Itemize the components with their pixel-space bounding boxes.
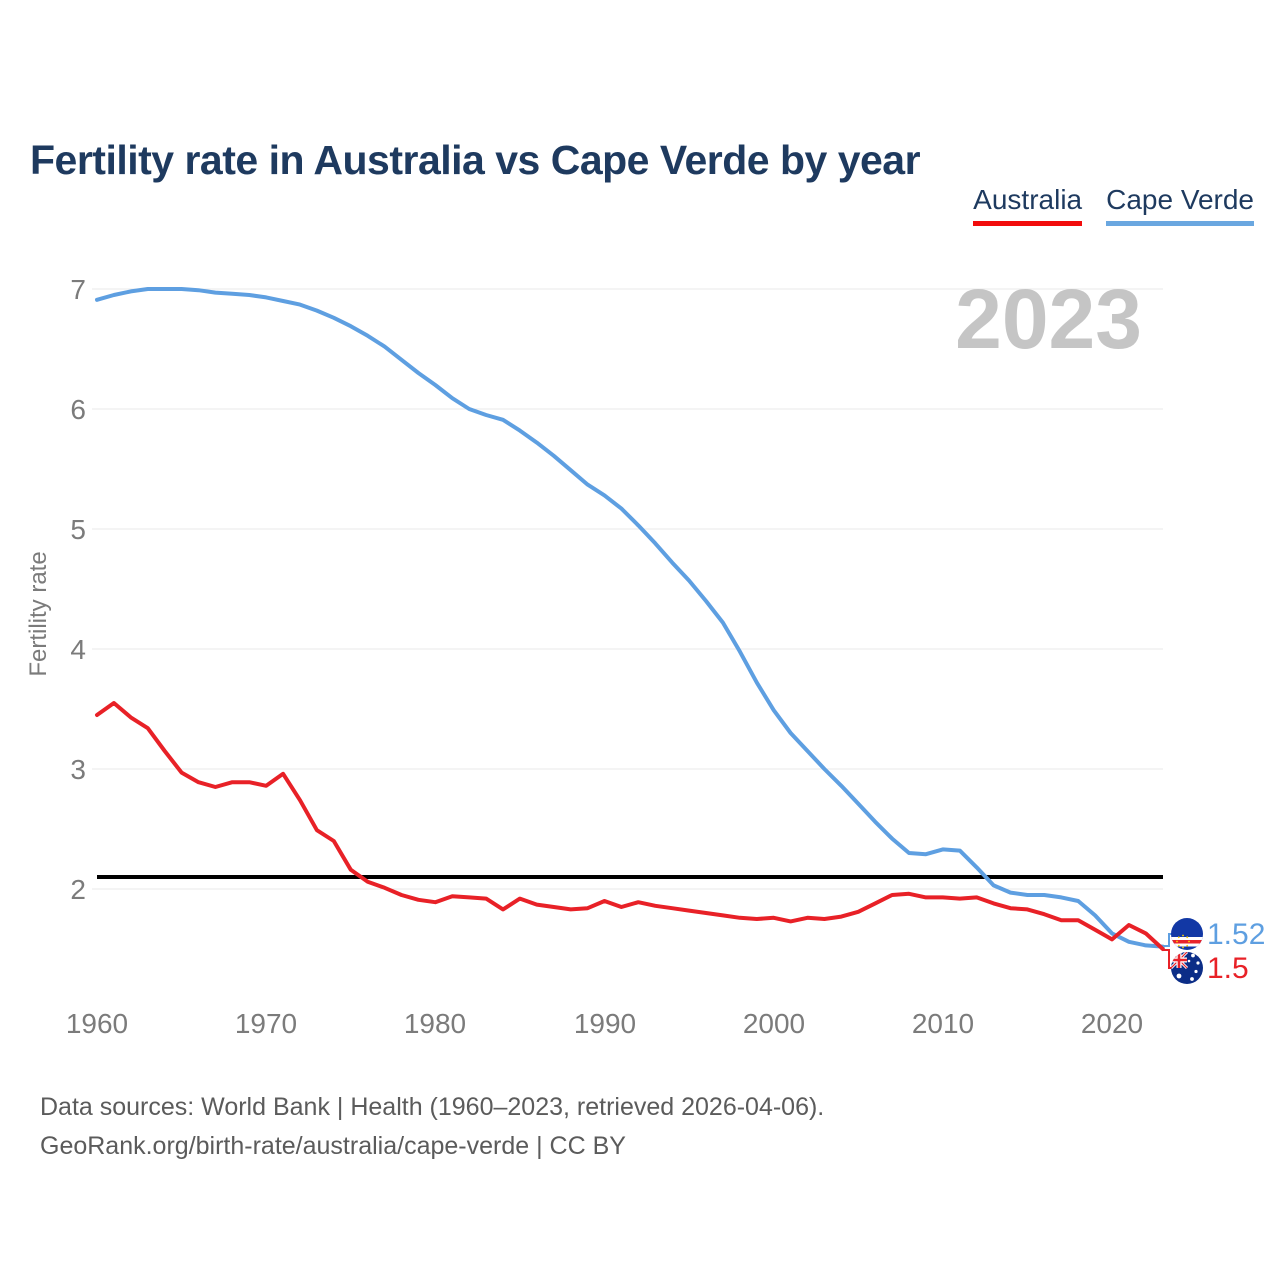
x-tick: 1990 [574,1008,636,1039]
footer-attribution: GeoRank.org/birth-rate/australia/cape-ve… [40,1132,626,1160]
australia-flag-icon [1171,952,1203,984]
x-tick: 1960 [66,1008,128,1039]
australia-label-connector [1163,949,1172,969]
y-tick: 5 [70,514,86,545]
cape-verde-label-connector [1163,933,1172,947]
y-tick: 4 [70,634,86,665]
australia-line[interactable] [95,701,1165,951]
legend-item-australia[interactable]: Australia [973,184,1083,226]
footer-sources: Data sources: World Bank | Health (1960–… [40,1093,825,1121]
y-axis-title: Fertility rate [25,551,52,676]
y-axis-ticks: 7 6 5 4 3 2 [70,274,86,905]
y-tick: 7 [70,274,86,305]
footer: Data sources: World Bank | Health (1960–… [40,1088,824,1166]
x-tick: 2000 [743,1008,805,1039]
y-tick: 3 [70,754,86,785]
x-tick: 1980 [404,1008,466,1039]
x-axis-ticks: 1960 1970 1980 1990 2000 2010 2020 [66,1008,1143,1039]
page-title: Fertility rate in Australia vs Cape Verd… [30,137,921,184]
legend: Australia Cape Verde [973,184,1254,226]
x-tick: 2010 [912,1008,974,1039]
y-tick: 2 [70,874,86,905]
x-tick: 1970 [235,1008,297,1039]
year-watermark: 2023 [955,272,1142,366]
y-tick: 6 [70,394,86,425]
australia-end-value: 1.5 [1207,952,1249,985]
cape-verde-end-value: 1.52 [1207,918,1265,951]
x-tick: 2020 [1081,1008,1143,1039]
gridlines [92,288,1163,890]
cape-verde-line[interactable] [95,287,1165,949]
legend-item-cape-verde[interactable]: Cape Verde [1106,184,1254,226]
cape-verde-flag-icon [1171,918,1203,950]
